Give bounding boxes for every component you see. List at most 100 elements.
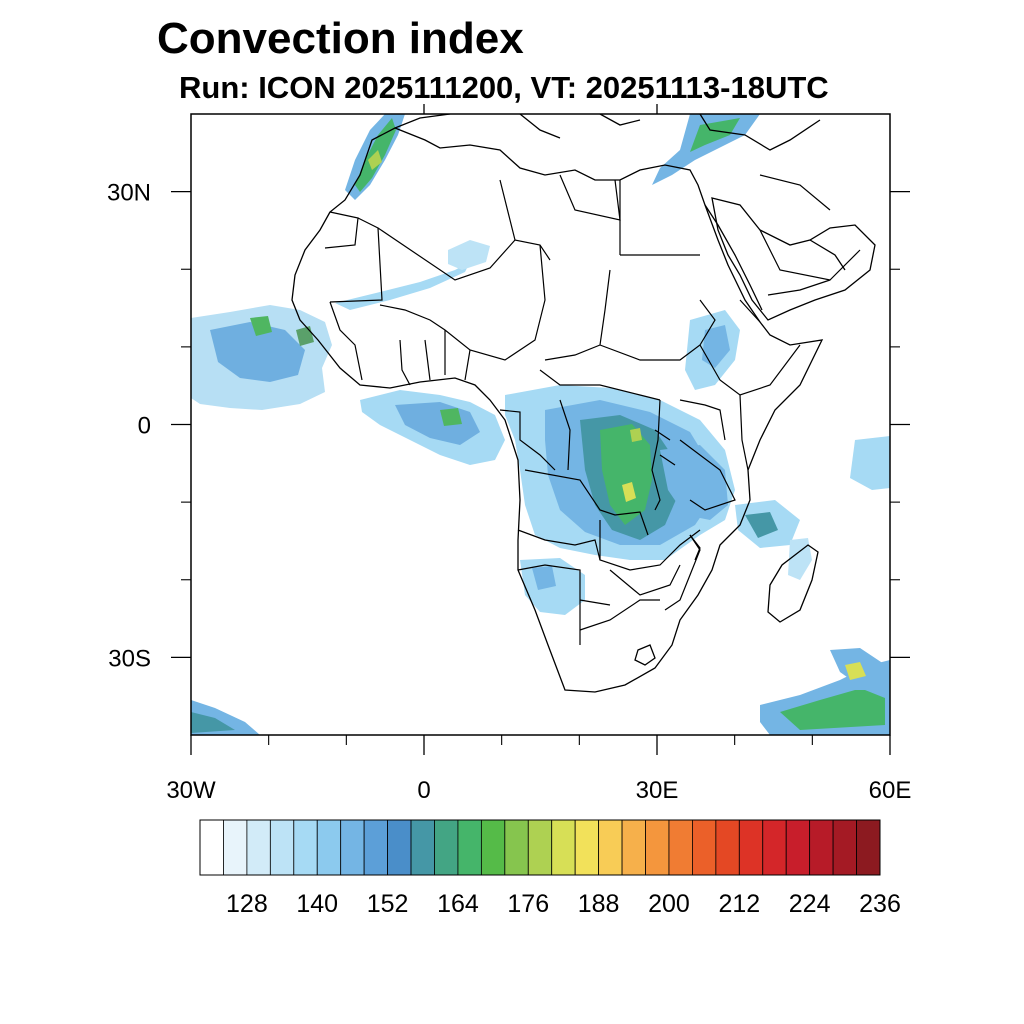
border-east-congo-lakes xyxy=(654,429,676,466)
field-med-core xyxy=(690,118,740,152)
colorbar-swatch xyxy=(410,819,435,876)
border-botswana-sa xyxy=(579,599,660,631)
colorbar-label: 224 xyxy=(789,890,831,918)
border-egypt-sudan xyxy=(619,180,700,256)
field-namibia-core xyxy=(532,566,556,590)
colorbar-label: 164 xyxy=(437,890,479,918)
border-zambia xyxy=(599,520,701,571)
border-congo-drc xyxy=(499,399,571,471)
colorbar-swatch xyxy=(316,819,342,876)
colorbar-label: 236 xyxy=(859,890,901,918)
border-car xyxy=(539,369,661,401)
lat-label: 30N xyxy=(107,180,151,207)
colorbar-swatch xyxy=(832,819,857,876)
border-angola xyxy=(517,529,601,561)
run-subtitle: Run: ICON 2025111200, VT: 20251113-18UTC xyxy=(179,70,829,105)
border-chad-sudan xyxy=(544,269,611,361)
axis-group: 30N 0 30S 30W 0 30E 60E xyxy=(107,104,911,804)
border-tanzania xyxy=(679,439,736,511)
colorbar-swatch xyxy=(246,819,271,876)
colorbar-swatch xyxy=(668,819,693,876)
field-east-africa-core xyxy=(702,325,730,368)
field-sahara-streak xyxy=(335,262,470,310)
colorbar-swatch xyxy=(715,819,740,876)
convection-field xyxy=(191,114,890,735)
border-uganda-kenya xyxy=(679,399,726,441)
lon-label: 30W xyxy=(166,777,216,804)
coastlines xyxy=(291,114,876,693)
lat-label: 30S xyxy=(108,645,151,672)
colorbar-swatch xyxy=(785,819,811,876)
persian-gulf xyxy=(809,239,846,271)
field-congo-yellow1 xyxy=(622,482,636,502)
border-western-sahara xyxy=(324,211,359,249)
field-south-indian-yellow xyxy=(845,662,866,680)
field-congo-yellow2 xyxy=(630,428,642,442)
border-zimbabwe xyxy=(609,564,681,596)
border-arabia-1 xyxy=(759,229,861,281)
border-malawi xyxy=(689,534,701,561)
colorbar-swatch xyxy=(645,819,670,876)
colorbar-swatch xyxy=(809,819,834,876)
field-gulf-guinea-peak xyxy=(440,408,462,426)
colorbar-swatch xyxy=(762,819,787,876)
lesotho xyxy=(634,644,656,666)
field-sahara-patch xyxy=(448,240,490,270)
africa-coastline xyxy=(291,127,824,693)
field-morocco-peak xyxy=(368,150,382,170)
colorbar-swatch xyxy=(480,819,506,876)
colorbar-label: 188 xyxy=(578,890,620,918)
border-algeria-mali xyxy=(377,227,551,281)
border-arabia-2 xyxy=(767,279,831,296)
colorbar-swatch xyxy=(527,819,553,876)
border-drc-south xyxy=(524,469,649,536)
field-southwest-atlantic-core xyxy=(191,712,235,733)
colorbar-swatch xyxy=(293,819,318,876)
border-libya xyxy=(499,174,621,241)
field-moz-core xyxy=(745,512,778,538)
field-east-indian xyxy=(850,436,890,490)
lon-label: 30E xyxy=(636,777,679,804)
colorbar-swatch xyxy=(738,819,764,876)
colorbar-frame xyxy=(199,819,881,876)
colorbar-swatch xyxy=(363,819,388,876)
colorbar-swatch xyxy=(856,819,881,876)
colorbar-label: 140 xyxy=(296,890,338,918)
colorbar-swatch xyxy=(223,819,248,876)
lon-label: 60E xyxy=(869,777,912,804)
colorbar-swatch xyxy=(551,819,576,876)
field-congo-green xyxy=(600,424,652,525)
colorbar-label: 200 xyxy=(648,890,690,918)
map-title: Convection index xyxy=(157,14,524,63)
colorbar-swatch xyxy=(598,819,623,876)
colorbar-swatch xyxy=(457,819,482,876)
field-west-africa-core xyxy=(210,322,305,382)
colorbar-label: 152 xyxy=(367,890,409,918)
madagascar-coastline xyxy=(767,544,819,623)
lat-label: 0 xyxy=(138,413,151,440)
colorbar-swatch xyxy=(387,819,412,876)
border-mozambique xyxy=(664,534,701,611)
border-mauritania-mali xyxy=(329,217,383,303)
colorbar-swatch xyxy=(340,819,365,876)
lon-label: 0 xyxy=(417,777,430,804)
europe-coastline xyxy=(394,114,821,151)
red-sea xyxy=(704,204,763,311)
border-somalia-kenya xyxy=(739,394,749,471)
colorbar-label: 176 xyxy=(507,890,549,918)
border-drc-east xyxy=(651,399,661,511)
colorbar-label: 212 xyxy=(718,890,760,918)
colorbar-swatch xyxy=(504,819,529,876)
field-madagascar xyxy=(788,538,812,580)
border-west-africa-1 xyxy=(329,301,363,381)
colorbar-swatch xyxy=(692,819,717,876)
border-west-africa-2 xyxy=(399,330,471,386)
border-sudan-south xyxy=(599,299,716,361)
colorbar-swatch xyxy=(269,819,295,876)
colorbar-swatch xyxy=(434,819,459,876)
colorbar-swatch xyxy=(574,819,600,876)
colorbar-label: 128 xyxy=(226,890,268,918)
arabia-coastline xyxy=(711,197,876,321)
country-borders xyxy=(324,174,861,645)
field-west-africa-peak xyxy=(250,316,272,336)
